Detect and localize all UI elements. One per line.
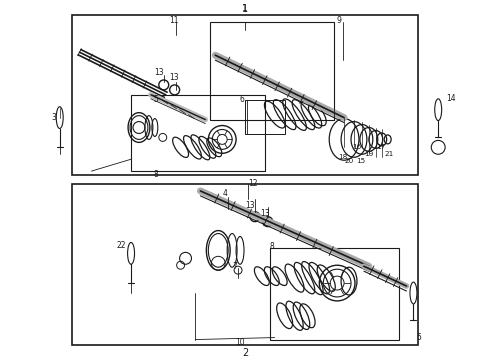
- Bar: [245, 100, 285, 134]
- Text: 1: 1: [242, 4, 248, 13]
- Text: 18: 18: [339, 154, 348, 160]
- Text: 17: 17: [376, 144, 385, 150]
- Text: 8: 8: [270, 242, 274, 251]
- Bar: [131, 95, 265, 171]
- Text: 13: 13: [245, 201, 255, 210]
- Text: 7: 7: [233, 262, 238, 271]
- Bar: [210, 22, 334, 120]
- Text: 5: 5: [416, 333, 421, 342]
- Text: 10: 10: [235, 338, 245, 347]
- Text: 12: 12: [248, 180, 258, 189]
- Text: 1: 1: [242, 4, 248, 14]
- Text: 4: 4: [223, 189, 228, 198]
- Bar: [72, 184, 418, 345]
- Text: 5: 5: [153, 95, 158, 104]
- Bar: [72, 14, 418, 175]
- Text: 21: 21: [384, 151, 393, 157]
- Text: 16: 16: [352, 144, 362, 150]
- Text: 11: 11: [169, 16, 178, 25]
- Text: 2: 2: [242, 348, 248, 359]
- Text: 22: 22: [117, 241, 126, 250]
- Text: 8: 8: [153, 170, 158, 179]
- Text: 6: 6: [240, 95, 245, 104]
- Bar: [270, 248, 398, 339]
- Text: 13: 13: [154, 68, 164, 77]
- Text: 9: 9: [337, 16, 342, 25]
- Text: 13: 13: [169, 73, 178, 82]
- Text: 19: 19: [364, 151, 373, 157]
- Text: 3: 3: [51, 113, 56, 122]
- Text: 14: 14: [446, 94, 456, 103]
- Text: 15: 15: [356, 158, 366, 164]
- Text: 13: 13: [260, 209, 270, 218]
- Text: 20: 20: [344, 158, 354, 164]
